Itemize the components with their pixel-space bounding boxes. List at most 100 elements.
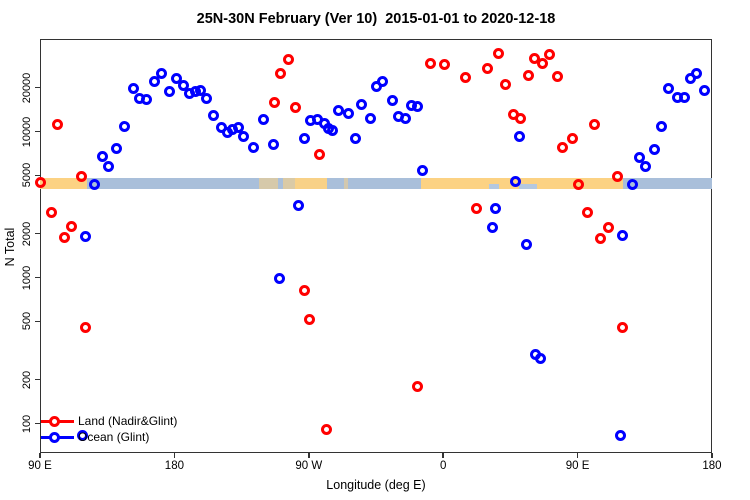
data-point-ocean — [238, 131, 250, 143]
y-tick — [35, 174, 40, 177]
x-tick-label: 90 E — [28, 460, 52, 472]
data-point-ocean — [327, 125, 339, 137]
data-point-land — [275, 67, 287, 79]
y-tick-label: 100 — [21, 414, 33, 433]
data-point-ocean — [639, 161, 651, 173]
data-point-land — [617, 321, 629, 333]
data-point-ocean — [521, 238, 533, 250]
map-band-ocean — [40, 178, 712, 189]
x-tick-label: 180 — [164, 460, 184, 472]
data-point-ocean — [634, 151, 646, 163]
data-point-ocean — [195, 85, 207, 97]
x-tick-label: 90 W — [295, 460, 323, 472]
map-band-ocean-notch — [489, 183, 500, 189]
data-point-ocean — [513, 131, 525, 143]
data-point-ocean — [685, 73, 697, 85]
x-axis-title: Longitude (deg E) — [326, 478, 426, 492]
data-point-ocean — [141, 94, 153, 106]
data-point-ocean — [102, 161, 114, 173]
data-point-ocean — [170, 72, 182, 84]
legend-marker-land-icon — [49, 416, 60, 427]
data-point-ocean — [333, 105, 345, 117]
data-point-ocean — [691, 68, 703, 80]
data-point-land — [588, 119, 600, 131]
data-point-ocean — [626, 179, 638, 191]
data-point-ocean — [208, 110, 220, 122]
data-point-ocean — [648, 144, 660, 156]
data-point-land — [66, 220, 78, 232]
data-point-land — [543, 49, 555, 61]
legend-label-land: Land (Nadir&Glint) — [78, 414, 178, 428]
data-point-ocean — [376, 76, 388, 88]
y-tick-label: 1000 — [21, 265, 33, 290]
data-point-ocean — [416, 165, 428, 177]
data-point-ocean — [164, 86, 176, 98]
data-point-ocean — [615, 429, 627, 441]
data-point-ocean — [88, 179, 100, 191]
map-band-land — [40, 178, 88, 189]
y-tick-label: 200 — [21, 370, 33, 389]
data-point-land — [581, 207, 593, 219]
data-point-ocean — [489, 202, 501, 214]
plot-area-border — [40, 39, 712, 453]
map-band-ocean-notch — [519, 183, 537, 189]
data-point-land — [536, 58, 548, 70]
data-point-land — [492, 47, 504, 59]
data-point-land — [460, 71, 472, 83]
data-point-land — [269, 96, 281, 108]
data-point-land — [80, 321, 92, 333]
y-tick — [35, 232, 40, 235]
data-point-land — [34, 177, 46, 189]
data-point-land — [320, 423, 332, 435]
data-point-land — [425, 58, 437, 70]
x-tick-label: 90 E — [565, 460, 590, 472]
data-point-land — [290, 102, 302, 113]
data-point-ocean — [535, 353, 547, 365]
data-point-land — [603, 221, 615, 233]
y-tick-label: 20000 — [21, 72, 33, 103]
y-axis-title: N Total — [3, 227, 17, 267]
y-tick — [35, 86, 40, 89]
data-point-land — [482, 62, 494, 74]
legend-marker-ocean-icon — [49, 432, 60, 443]
legend-label-ocean: Ocean (Glint) — [78, 430, 150, 444]
data-point-land — [299, 284, 311, 296]
data-point-ocean — [400, 113, 412, 125]
data-point-ocean — [274, 273, 286, 285]
data-point-land — [566, 133, 578, 145]
legend: Land (Nadir&Glint) Ocean (Glint) — [41, 413, 271, 445]
data-point-land — [439, 59, 451, 71]
data-point-ocean — [178, 80, 190, 92]
y-tick — [35, 378, 40, 381]
data-point-land — [52, 119, 64, 131]
data-point-land — [500, 78, 512, 90]
data-point-ocean — [510, 176, 522, 188]
data-point-land — [58, 232, 70, 244]
map-band-land — [344, 178, 349, 189]
data-point-ocean — [411, 100, 423, 112]
data-point-land — [314, 149, 326, 161]
x-tick-label: 0 — [439, 460, 447, 472]
y-tick — [35, 276, 40, 279]
y-tick-label: 500 — [21, 312, 33, 331]
x-tick — [173, 453, 176, 458]
y-tick-label: 5000 — [21, 163, 33, 188]
map-band-land — [282, 178, 296, 189]
data-point-land — [75, 171, 87, 183]
y-tick — [35, 422, 40, 425]
data-point-ocean — [97, 151, 109, 163]
data-point-land — [46, 207, 58, 219]
x-tick — [576, 453, 579, 458]
x-tick — [308, 453, 310, 458]
data-point-land — [514, 113, 526, 125]
x-tick — [711, 453, 713, 458]
chart-title: 25N-30N February (Ver 10) 2015-01-01 to … — [196, 11, 556, 27]
data-point-ocean — [156, 68, 168, 80]
map-band-land — [259, 178, 279, 189]
data-point-ocean — [343, 108, 355, 120]
data-point-ocean — [267, 139, 279, 151]
data-point-ocean — [119, 120, 131, 132]
data-point-ocean — [663, 82, 675, 94]
data-point-ocean — [201, 93, 213, 105]
